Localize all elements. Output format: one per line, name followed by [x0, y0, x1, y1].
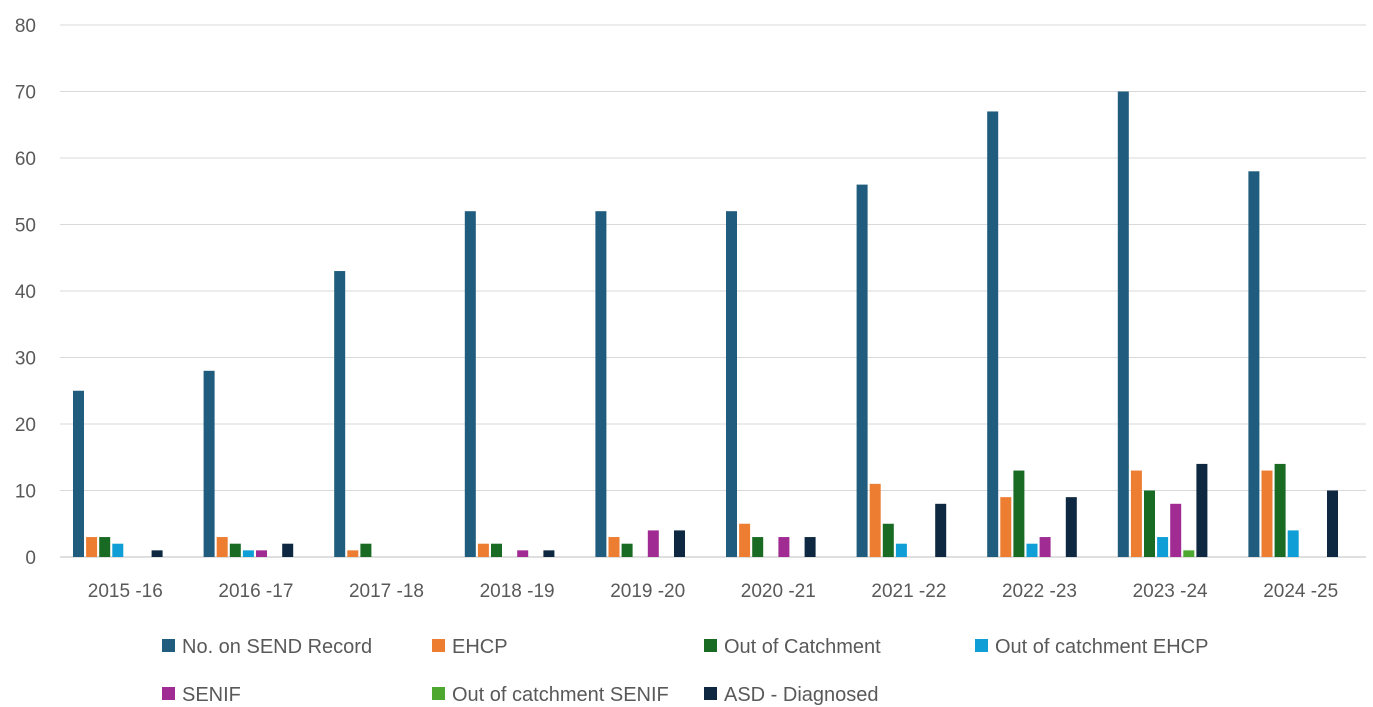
- y-tick-label: 0: [25, 548, 36, 569]
- y-tick-label: 50: [15, 216, 36, 237]
- bar: [1248, 171, 1260, 558]
- bar: [608, 537, 620, 557]
- bar: [229, 543, 241, 557]
- bar: [464, 211, 476, 557]
- legend-swatch: [432, 687, 445, 700]
- bar: [334, 271, 346, 557]
- bar: [1327, 490, 1338, 557]
- bar: [1026, 543, 1038, 557]
- bar: [1130, 470, 1142, 557]
- bar: [347, 550, 359, 557]
- bar: [203, 370, 215, 557]
- bar: [1261, 470, 1273, 557]
- bar: [987, 111, 999, 557]
- bar: [1274, 463, 1286, 557]
- x-tick-label: 2019 -20: [610, 581, 685, 602]
- bar: [674, 530, 685, 557]
- bar: [99, 537, 111, 557]
- y-tick-label: 20: [15, 415, 36, 436]
- bar: [1144, 490, 1155, 557]
- bar: [1157, 537, 1169, 557]
- bar: [1000, 497, 1012, 557]
- bar: [242, 550, 254, 557]
- bar: [151, 550, 163, 557]
- legend-label: SENIF: [182, 684, 241, 706]
- bar: [1117, 91, 1129, 557]
- legend-label: EHCP: [452, 636, 508, 658]
- bar: [112, 543, 124, 557]
- legend-swatch: [432, 639, 445, 652]
- bar: [1170, 503, 1182, 557]
- gridlines: [60, 24, 1366, 558]
- legend-label: No. on SEND Record: [182, 636, 372, 658]
- y-tick-label: 40: [15, 282, 36, 303]
- bars: [73, 91, 1338, 558]
- bar: [778, 537, 790, 557]
- bar: [256, 550, 267, 557]
- legend: No. on SEND Record EHCP Out of Catchment Ou…: [162, 636, 1208, 706]
- x-tick-label: 2020 -21: [741, 581, 816, 602]
- bar: [216, 537, 228, 557]
- legend-label: Out of catchment SENIF: [452, 684, 669, 706]
- bar: [1013, 470, 1025, 557]
- legend-swatch: [162, 687, 175, 700]
- bar: [73, 390, 84, 557]
- x-tick-label: 2021 -22: [871, 581, 946, 602]
- bar: [1196, 463, 1208, 557]
- bar: [1065, 497, 1077, 557]
- bar: [895, 543, 907, 557]
- bar: [491, 543, 502, 557]
- bar: [647, 530, 659, 557]
- x-axis-ticks: 2015 -16 2016 -17 2017 -18 2018 -19 2019 -20…: [88, 581, 1338, 602]
- bar: [752, 537, 764, 557]
- x-tick-label: 2018 -19: [480, 581, 555, 602]
- bar: [282, 543, 294, 557]
- legend-swatch: [975, 639, 988, 652]
- x-tick-label: 2015 -16: [88, 581, 163, 602]
- bar: [1287, 530, 1299, 557]
- bar: [595, 211, 607, 557]
- legend-label: ASD - Diagnosed: [724, 684, 879, 706]
- legend-swatch: [704, 639, 717, 652]
- bar: [517, 550, 529, 557]
- bar: [726, 211, 737, 557]
- bar: [86, 537, 98, 557]
- y-tick-label: 70: [15, 83, 36, 104]
- x-tick-label: 2023 -24: [1133, 581, 1208, 602]
- bar: [1183, 550, 1195, 557]
- bar: [804, 537, 816, 557]
- bar: [621, 543, 633, 557]
- bar: [543, 550, 555, 557]
- y-tick-label: 10: [15, 482, 36, 503]
- legend-label: Out of catchment EHCP: [995, 636, 1208, 658]
- y-tick-label: 30: [15, 349, 36, 370]
- legend-swatch: [162, 639, 175, 652]
- bar: [935, 503, 947, 557]
- x-tick-label: 2024 -25: [1263, 581, 1338, 602]
- x-tick-label: 2016 -17: [218, 581, 293, 602]
- legend-swatch: [704, 687, 717, 700]
- bar: [1039, 537, 1051, 557]
- bar: [882, 523, 894, 557]
- x-tick-label: 2022 -23: [1002, 581, 1077, 602]
- legend-label: Out of Catchment: [724, 636, 881, 658]
- y-tick-label: 80: [15, 16, 36, 37]
- bar: [360, 543, 372, 557]
- bar: [869, 483, 881, 557]
- bar: [739, 523, 751, 557]
- bar: [477, 543, 489, 557]
- y-tick-label: 60: [15, 149, 36, 170]
- bar: [856, 184, 868, 557]
- x-tick-label: 2017 -18: [349, 581, 424, 602]
- y-axis-ticks: 0 10 20 30 40 50 60 70 80: [15, 16, 36, 569]
